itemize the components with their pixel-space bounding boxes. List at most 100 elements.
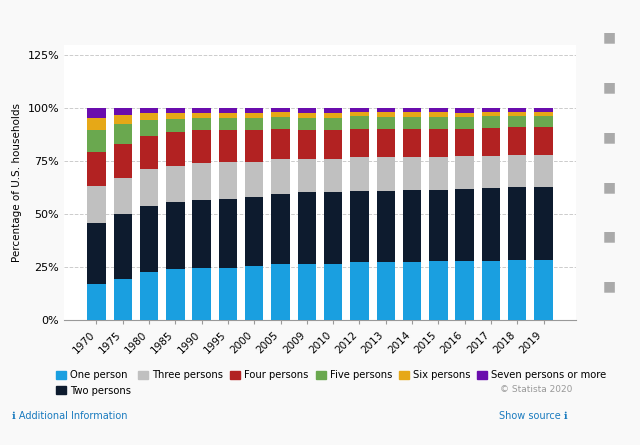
Bar [429, 190, 447, 261]
Bar [456, 129, 474, 156]
Bar [113, 115, 132, 124]
Text: ■: ■ [603, 80, 616, 94]
Bar [219, 117, 237, 129]
Bar [482, 261, 500, 320]
Bar [429, 129, 447, 157]
Bar [166, 270, 184, 320]
Bar [140, 169, 158, 206]
Bar [166, 166, 184, 202]
Bar [193, 130, 211, 163]
Bar [271, 117, 290, 129]
Bar [87, 186, 106, 223]
Legend: One person, Two persons, Three persons, Four persons, Five persons, Six persons,: One person, Two persons, Three persons, … [56, 371, 607, 396]
Bar [456, 113, 474, 117]
Bar [113, 279, 132, 320]
Bar [245, 117, 264, 130]
Bar [429, 113, 447, 117]
Bar [245, 197, 264, 266]
Bar [324, 108, 342, 113]
Bar [324, 264, 342, 320]
Bar [140, 136, 158, 169]
Bar [140, 108, 158, 113]
Bar [403, 117, 421, 129]
Bar [482, 156, 500, 188]
Bar [113, 124, 132, 144]
Bar [376, 191, 395, 262]
Bar [324, 192, 342, 264]
Bar [324, 113, 342, 118]
Bar [350, 112, 369, 117]
Bar [376, 117, 395, 129]
Bar [166, 108, 184, 113]
Bar [350, 262, 369, 320]
Bar [166, 118, 184, 132]
Bar [166, 202, 184, 270]
Bar [166, 113, 184, 118]
Bar [245, 130, 264, 162]
Bar [403, 262, 421, 320]
Bar [324, 130, 342, 159]
Bar [140, 113, 158, 120]
Text: ■: ■ [603, 130, 616, 144]
Bar [376, 158, 395, 191]
Bar [298, 192, 316, 264]
Bar [482, 128, 500, 156]
Bar [482, 116, 500, 128]
Bar [403, 190, 421, 262]
Bar [87, 284, 106, 320]
Bar [113, 214, 132, 279]
Bar [456, 156, 474, 189]
Bar [193, 163, 211, 200]
Text: Show source ℹ: Show source ℹ [499, 411, 568, 421]
Bar [508, 187, 527, 260]
Bar [219, 113, 237, 117]
Bar [219, 129, 237, 162]
Bar [534, 155, 553, 187]
Bar [456, 117, 474, 129]
Bar [245, 266, 264, 320]
Bar [219, 268, 237, 320]
Bar [508, 112, 527, 116]
Bar [534, 108, 553, 112]
Text: © Statista 2020: © Statista 2020 [500, 385, 573, 394]
Bar [350, 157, 369, 191]
Bar [140, 206, 158, 272]
Bar [376, 108, 395, 113]
Bar [298, 159, 316, 192]
Bar [140, 272, 158, 320]
Bar [113, 178, 132, 214]
Bar [87, 129, 106, 152]
Bar [429, 108, 447, 113]
Text: ■: ■ [603, 30, 616, 44]
Bar [87, 223, 106, 284]
Bar [113, 108, 132, 115]
Bar [166, 132, 184, 166]
Bar [298, 108, 316, 113]
Bar [403, 108, 421, 113]
Bar [534, 260, 553, 320]
Text: ℹ Additional Information: ℹ Additional Information [12, 411, 127, 421]
Bar [508, 127, 527, 155]
Bar [350, 117, 369, 129]
Bar [193, 108, 211, 113]
Bar [376, 262, 395, 320]
Bar [140, 120, 158, 136]
Bar [245, 108, 264, 113]
Bar [508, 260, 527, 320]
Bar [534, 187, 553, 260]
Text: ■: ■ [603, 230, 616, 244]
Bar [193, 200, 211, 268]
Bar [271, 194, 290, 264]
Bar [482, 188, 500, 261]
Bar [193, 268, 211, 320]
Bar [456, 108, 474, 113]
Y-axis label: Percentage of U.S. households: Percentage of U.S. households [12, 103, 22, 262]
Bar [482, 112, 500, 116]
Bar [403, 157, 421, 190]
Bar [193, 113, 211, 117]
Bar [324, 118, 342, 130]
Bar [324, 159, 342, 192]
Bar [245, 113, 264, 117]
Bar [403, 129, 421, 157]
Bar [508, 155, 527, 187]
